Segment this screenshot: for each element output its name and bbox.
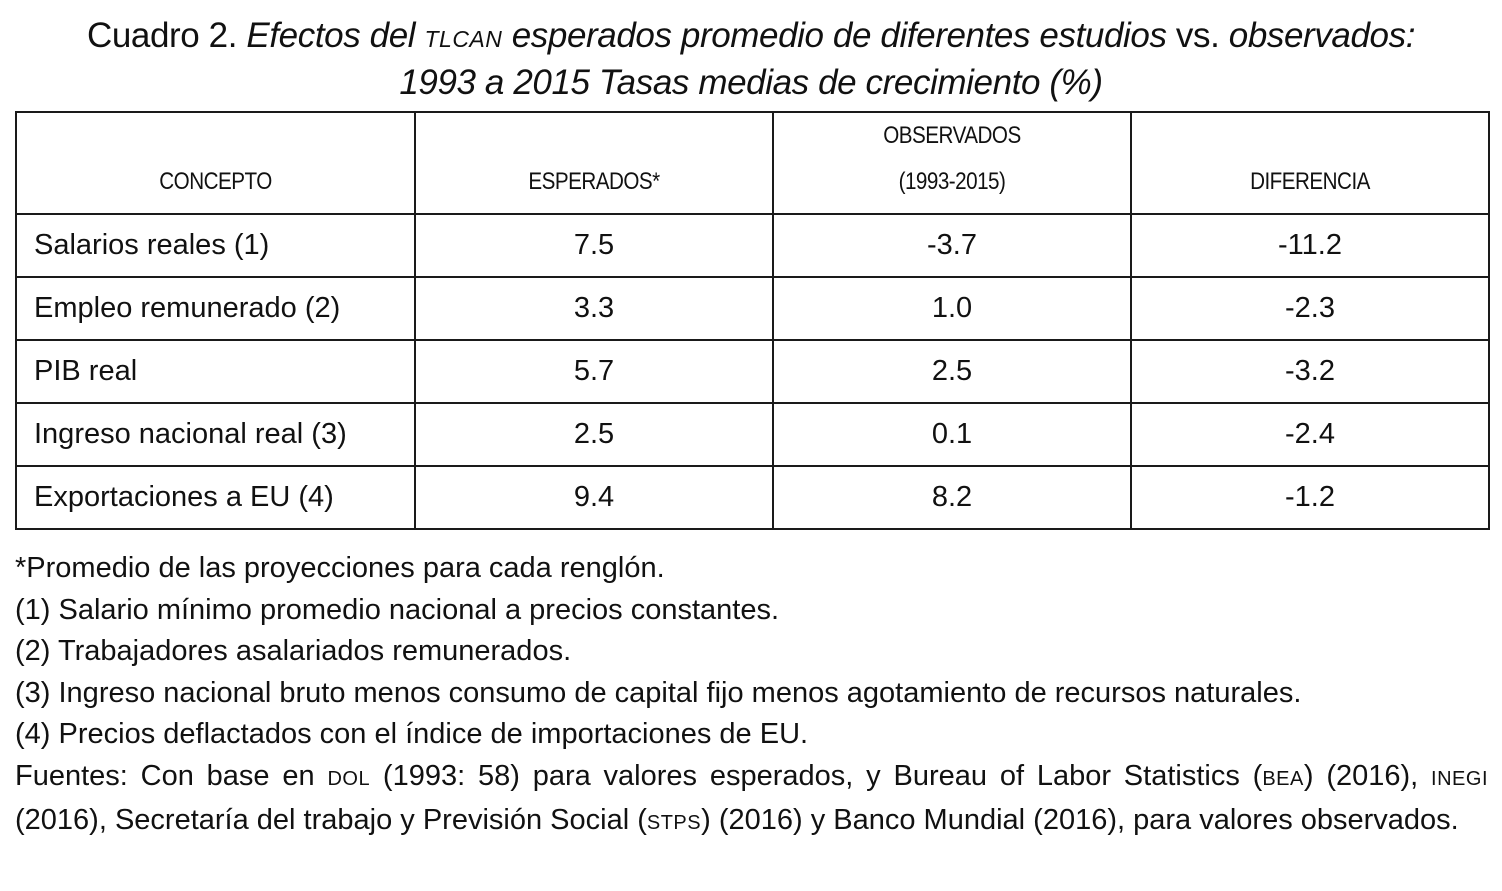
cell-diferencia: -2.3 — [1130, 276, 1490, 341]
note-2: (2) Trabajadores asalariados remunerados… — [15, 635, 572, 667]
cell-concepto: Exportaciones a EU (4) — [15, 465, 416, 530]
table-title: Cuadro 2. Efectos del TLCAN esperados pr… — [0, 14, 1502, 105]
cell-observados: 0.1 — [772, 402, 1132, 467]
title-vs: vs. — [1175, 16, 1220, 55]
title-line-2: 1993 a 2015 Tasas medias de crecimiento … — [399, 63, 1103, 102]
header-row: CONCEPTO ESPERADOS* OBSERVADOS (1993-2015… — [15, 111, 1490, 215]
note-asterisk: *Promedio de las proyecciones para cada … — [15, 552, 665, 584]
cell-concepto: PIB real — [15, 339, 416, 404]
cell-esperados: 9.4 — [414, 465, 774, 530]
table-row: Ingreso nacional real (3) 2.5 0.1 -2.4 — [15, 402, 1490, 467]
cell-observados: 1.0 — [772, 276, 1132, 341]
table-row: Exportaciones a EU (4) 9.4 8.2 -1.2 — [15, 465, 1490, 530]
cell-concepto: Ingreso nacional real (3) — [15, 402, 416, 467]
header-observados: OBSERVADOS (1993-2015) — [772, 111, 1132, 215]
cell-esperados: 7.5 — [414, 213, 774, 278]
note-1: (1) Salario mínimo promedio nacional a p… — [15, 593, 780, 626]
title-line-1: Cuadro 2. Efectos del TLCAN esperados pr… — [0, 14, 1502, 61]
cell-diferencia: -3.2 — [1130, 339, 1490, 404]
cell-esperados: 5.7 — [414, 339, 774, 404]
table-row: Salarios reales (1) 7.5 -3.7 -11.2 — [15, 213, 1490, 278]
cell-diferencia: -1.2 — [1130, 465, 1490, 530]
table-row: Empleo remunerado (2) 3.3 1.0 -2.3 — [15, 276, 1490, 341]
cell-observados: 2.5 — [772, 339, 1132, 404]
cell-diferencia: -2.4 — [1130, 402, 1490, 467]
title-prefix: Cuadro 2. — [86, 16, 247, 55]
title-part-2: esperados promedio de diferentes estudio… — [502, 16, 1176, 55]
note-3: (3) Ingreso nacional bruto menos consumo… — [15, 676, 1302, 709]
header-diferencia: DIFERENCIA — [1130, 111, 1490, 215]
cell-observados: -3.7 — [772, 213, 1132, 278]
note-4: (4) Precios deflactados con el índice de… — [15, 718, 809, 750]
title-part-3: observados: — [1219, 16, 1416, 55]
abbr-bea: BEA — [1262, 767, 1304, 790]
abbr-stps: STPS — [646, 812, 702, 834]
abbr-inegi: INEGI — [1431, 767, 1488, 790]
cell-diferencia: -11.2 — [1130, 213, 1490, 278]
cell-esperados: 2.5 — [414, 402, 774, 467]
abbr-dol: DOL — [327, 767, 371, 790]
cell-esperados: 3.3 — [414, 276, 774, 341]
table-row: PIB real 5.7 2.5 -3.2 — [15, 339, 1490, 404]
table-notes: *Promedio de las proyecciones para cada … — [15, 548, 1488, 845]
header-concepto: CONCEPTO — [15, 111, 416, 215]
cell-concepto: Empleo remunerado (2) — [15, 276, 416, 341]
title-abbreviation: TLCAN — [424, 26, 503, 52]
title-part-1: Efectos del — [246, 16, 425, 55]
sources-note: Fuentes: Con base en DOL (1993: 58) para… — [15, 759, 1488, 837]
header-esperados: ESPERADOS* — [414, 111, 774, 215]
data-table: CONCEPTO ESPERADOS* OBSERVADOS (1993-2015… — [15, 111, 1490, 530]
cell-concepto: Salarios reales (1) — [15, 213, 416, 278]
cell-observados: 8.2 — [772, 465, 1132, 530]
